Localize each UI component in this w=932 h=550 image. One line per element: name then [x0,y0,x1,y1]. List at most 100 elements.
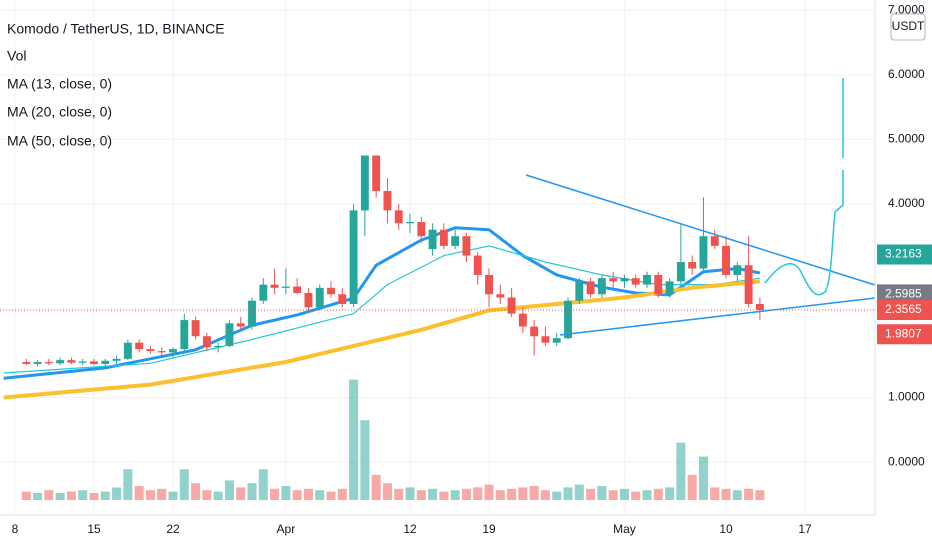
candle-body [507,297,516,314]
volume-bar [619,488,629,500]
candle-body [699,236,708,269]
volume-bar [518,487,528,500]
volume-bar [507,488,517,500]
candle-body [417,222,426,237]
candle-body [485,274,493,295]
candle-body [620,278,629,282]
volume-bar [563,487,573,500]
currency: USDT [892,19,925,33]
volume-bar [744,488,754,500]
candle-body [90,361,98,364]
candle-body [586,281,595,295]
volume-bar [597,486,607,500]
volume-bar [202,490,212,500]
candle-body [654,274,663,295]
axes: 0.0000 1.0000 4.0000 5.0000 6.0000 7.0000 8 15 2… [12,2,932,536]
legend-ma: MA (13, close, 0) [7,76,112,92]
candle-body [518,313,527,327]
candle-body [643,274,651,285]
candle-body [236,323,245,327]
volume-bar [360,420,370,500]
candle-body [597,278,606,295]
candle-body [383,191,392,211]
price-label: 2.5985 [885,287,922,301]
volume-bar [428,488,438,500]
volume-bar [191,483,201,500]
x-tick-label: 19 [482,522,496,536]
candle-body [451,236,460,246]
volume-bar [315,490,325,500]
candle-body [394,210,403,224]
candle-body [496,294,505,298]
volume-bar [134,486,144,500]
volume-bar [33,493,43,500]
candle-body [530,326,539,337]
volume-bar [574,484,584,500]
volume-bar [732,490,742,500]
candle-body [180,320,189,350]
volume-bar [281,486,291,500]
volume-bar [100,491,110,500]
y-tick-label: 4.0000 [888,196,925,210]
candle-body [462,236,471,256]
candle-body [259,284,268,301]
volume-bar [721,488,731,500]
candle-body [733,265,742,275]
x-tick-label: 12 [403,522,417,536]
volume-bar [495,490,505,500]
legend-ma: MA (20, close, 0) [7,104,112,120]
candle-body [293,286,302,293]
candle-body [225,323,234,346]
volume-bar [337,488,347,500]
volume-bar [382,483,392,500]
candle-body [281,286,290,288]
volume-bar [21,491,31,500]
currency-box[interactable] [890,13,926,41]
volume-bar [755,490,765,500]
candles [22,155,764,367]
volume-bar [55,493,65,500]
x-tick-label: 17 [798,522,812,536]
candle-body [755,303,764,311]
volume-bar [157,488,167,500]
volume-bar [123,469,133,500]
candle-body [304,292,313,308]
price-label-box [877,300,932,321]
volume-bar [112,487,122,500]
candle-body [248,300,256,327]
candle-body [135,342,144,350]
volume-bar [540,490,550,500]
y-tick-label: 7.0000 [888,2,925,16]
volume-bar [44,490,54,500]
volume-bar [213,491,223,500]
candle-body [676,262,685,282]
volume-bar [236,487,246,500]
trend-line [525,174,876,286]
price-label: 2.3565 [885,302,922,316]
volume-bar [179,469,189,500]
price-label: 1.9807 [885,326,922,340]
candle-body [360,155,369,211]
candle-body [146,349,155,352]
volume-bar [484,484,494,500]
volume-bar [552,491,562,500]
drawings [525,78,876,336]
volume-bar [416,490,426,500]
volume-bar [371,474,381,500]
volume-bar [710,487,720,500]
volume-bar [303,488,313,500]
y-tick-label: 1.0000 [888,390,925,404]
candle-body [564,300,572,339]
candle-body [552,338,561,343]
projection-path [764,78,844,296]
candle-body [710,236,719,246]
legend-volume: Vol [7,48,26,64]
x-tick-label: May [613,522,636,536]
volume-bar [586,488,596,500]
volume-bar [270,488,280,500]
candle-body [338,294,347,304]
candle-body [112,358,121,361]
